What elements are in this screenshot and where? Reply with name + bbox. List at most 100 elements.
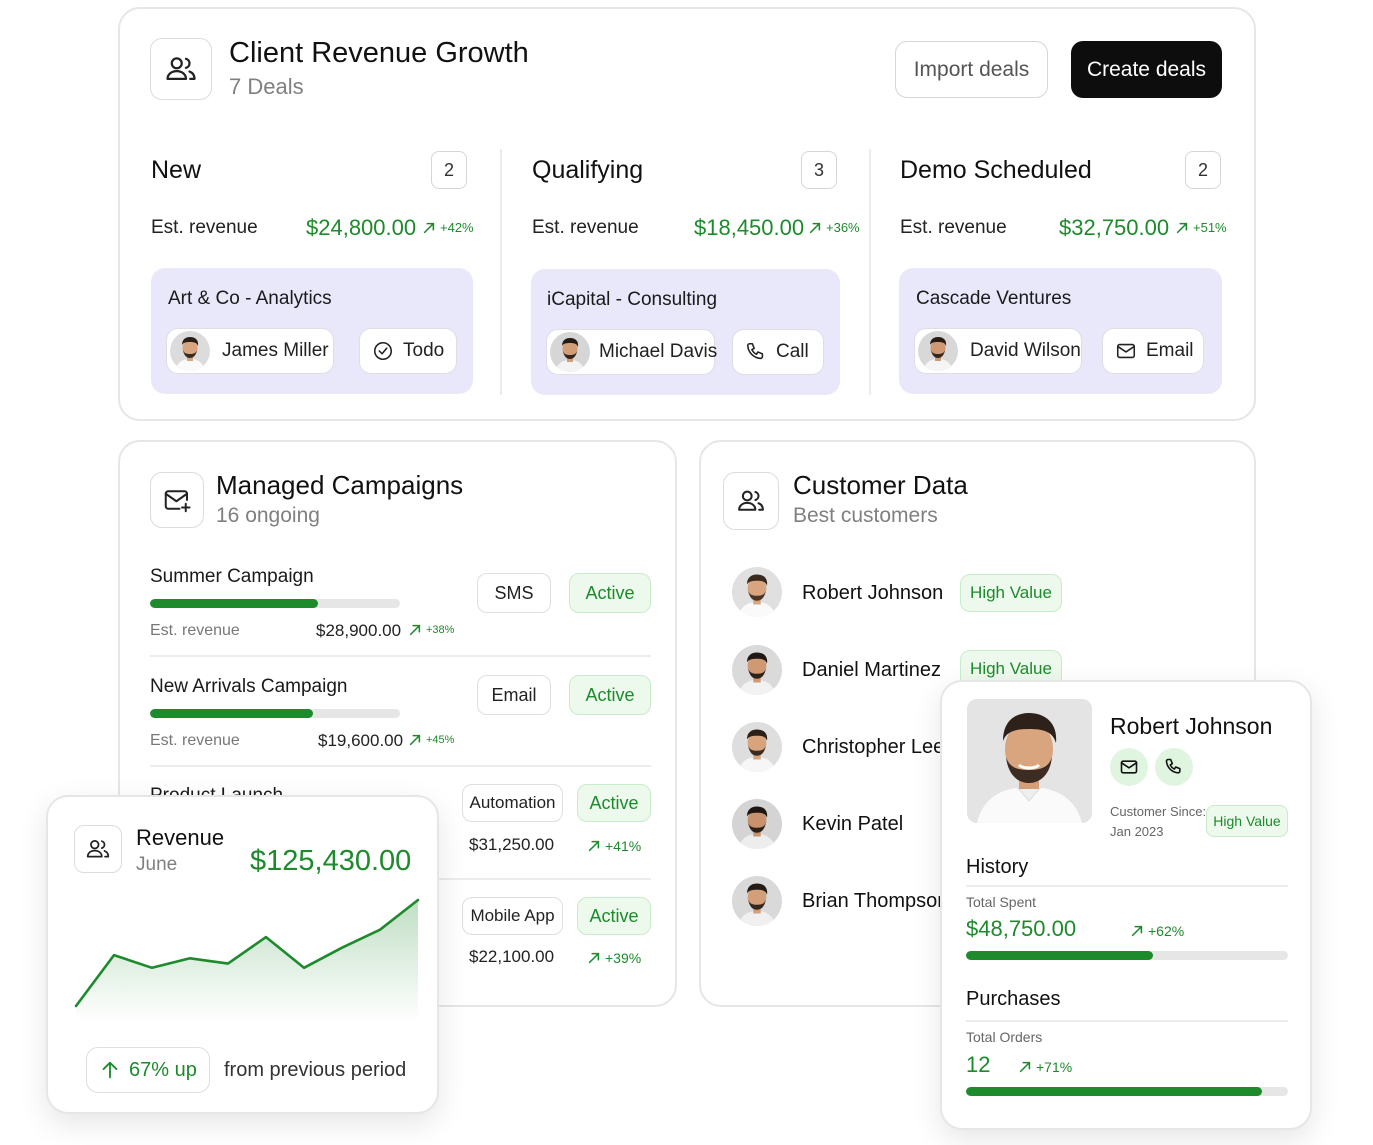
column-count: 2	[431, 151, 467, 189]
revenue-change-value: +42%	[440, 220, 474, 235]
progress-fill	[150, 599, 318, 608]
mail-plus-icon	[150, 472, 204, 528]
deal-name: Art & Co - Analytics	[168, 288, 332, 309]
revenue-change: +36%	[808, 220, 860, 235]
page-title: Client Revenue Growth	[229, 37, 529, 69]
avatar	[732, 799, 782, 849]
revenue-change: +51%	[1175, 220, 1227, 235]
deals-count: 7 Deals	[229, 74, 304, 99]
channel-tag[interactable]: Email	[477, 675, 551, 715]
phone-icon	[1165, 758, 1181, 774]
email-label: Email	[1146, 340, 1194, 361]
arrow-up-icon	[102, 1061, 118, 1079]
deal-owner[interactable]: James Miller	[166, 328, 334, 374]
customers-title: Customer Data	[793, 470, 968, 500]
todo-label: Todo	[403, 340, 445, 361]
column-title-qualifying: Qualifying	[532, 156, 644, 184]
campaign-change: +45%	[408, 733, 454, 747]
deal-owner[interactable]: Michael Davis	[546, 329, 718, 375]
todo-button[interactable]: Todo	[359, 328, 457, 374]
total-orders-label: Total Orders	[966, 1029, 1043, 1045]
orders-progress	[966, 1087, 1288, 1096]
channel-tag[interactable]: Automation	[462, 784, 563, 822]
deal-name: Cascade Ventures	[916, 288, 1072, 309]
profile-email-button[interactable]	[1110, 748, 1148, 786]
channel-tag[interactable]: SMS	[477, 573, 551, 613]
customer-since-label: Customer Since:	[1110, 804, 1207, 819]
total-spent-change: +62%	[1130, 923, 1184, 939]
campaign-progress	[150, 709, 400, 718]
client-revenue-card: Client Revenue Growth 7 Deals Import dea…	[118, 7, 1256, 421]
est-revenue-label: Est. revenue	[150, 622, 240, 639]
arrow-up-right-icon	[1176, 222, 1188, 233]
est-revenue-label: Est. revenue	[900, 217, 1007, 238]
phone-icon	[746, 342, 764, 360]
call-button[interactable]: Call	[732, 329, 824, 375]
customer-name[interactable]: Christopher Lee	[802, 736, 945, 758]
deal-card[interactable]: iCapital - Consulting Michael Davis Call	[531, 269, 840, 395]
total-orders-change-value: +71%	[1036, 1059, 1073, 1075]
status-badge[interactable]: Active	[569, 573, 651, 613]
status-badge[interactable]: Active	[569, 675, 651, 715]
revenue-period: June	[136, 854, 178, 875]
customer-name[interactable]: Daniel Martinez	[802, 659, 941, 681]
revenue-change-value: +36%	[826, 220, 860, 235]
revenue-amount: $125,430.00	[250, 845, 412, 877]
import-deals-button[interactable]: Import deals	[895, 41, 1048, 98]
deal-owner-name: David Wilson	[970, 340, 1081, 361]
arrow-up-right-icon	[409, 734, 421, 746]
total-orders-value: 12	[966, 1052, 991, 1077]
avatar	[732, 567, 782, 617]
avatar	[918, 331, 958, 371]
est-revenue-value: $24,800.00	[306, 215, 417, 240]
deal-owner-name: James Miller	[222, 340, 329, 361]
channel-tag[interactable]: Mobile App	[462, 897, 563, 935]
row-divider	[150, 655, 651, 657]
email-button[interactable]: Email	[1102, 328, 1204, 374]
campaigns-subtitle: 16 ongoing	[216, 504, 320, 527]
progress-fill	[966, 1087, 1263, 1096]
deal-owner[interactable]: David Wilson	[914, 328, 1082, 374]
check-circle-icon	[373, 341, 393, 361]
customer-name[interactable]: Robert Johnson	[802, 582, 944, 604]
change-pill: 67% up	[86, 1047, 210, 1093]
revenue-title: Revenue	[136, 825, 225, 850]
campaign-progress	[150, 599, 400, 608]
users-icon	[723, 472, 779, 530]
campaign-change-value: +41%	[605, 838, 642, 854]
users-icon	[150, 38, 212, 100]
est-revenue-label: Est. revenue	[151, 217, 258, 238]
high-value-badge: High Value	[1206, 805, 1288, 837]
revenue-change-value: +51%	[1193, 220, 1227, 235]
total-spent-value: $48,750.00	[966, 916, 1077, 941]
profile-call-button[interactable]	[1155, 748, 1193, 786]
profile-photo	[967, 699, 1092, 823]
deal-card[interactable]: Art & Co - Analytics James Miller Todo	[151, 268, 473, 394]
campaign-name: Summer Campaign	[150, 566, 314, 587]
deal-owner-name: Michael Davis	[599, 341, 718, 362]
customer-name[interactable]: Kevin Patel	[802, 813, 904, 835]
deal-card[interactable]: Cascade Ventures David Wilson Email	[899, 268, 1222, 394]
progress-fill	[966, 951, 1153, 960]
profile-name: Robert Johnson	[1110, 713, 1273, 739]
campaign-change-value: +38%	[426, 624, 455, 636]
arrow-up-right-icon	[1131, 925, 1143, 937]
avatar	[732, 645, 782, 695]
campaign-amount: $31,250.00	[469, 835, 555, 854]
status-badge[interactable]: Active	[577, 784, 651, 822]
campaign-amount: $28,900.00	[316, 621, 402, 640]
create-deals-button[interactable]: Create deals	[1071, 41, 1222, 98]
chart-line	[74, 898, 420, 1008]
customer-name[interactable]: Brian Thompson	[802, 890, 949, 912]
est-revenue-value: $32,750.00	[1059, 215, 1170, 240]
column-title-demo: Demo Scheduled	[900, 156, 1092, 184]
total-spent-label: Total Spent	[966, 894, 1037, 910]
total-spent-change-value: +62%	[1148, 923, 1185, 939]
status-badge[interactable]: Active	[577, 897, 651, 935]
campaign-change: +39%	[587, 950, 641, 966]
progress-fill	[150, 709, 313, 718]
call-label: Call	[776, 341, 809, 362]
campaign-change: +41%	[587, 838, 641, 854]
campaign-change: +38%	[408, 623, 454, 637]
campaigns-title: Managed Campaigns	[216, 470, 464, 500]
